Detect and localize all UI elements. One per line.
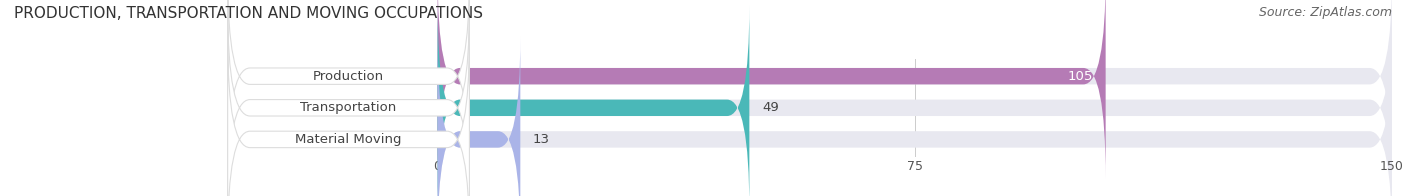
FancyBboxPatch shape [437,0,1392,179]
FancyBboxPatch shape [437,5,1392,196]
FancyBboxPatch shape [437,5,749,196]
Text: Material Moving: Material Moving [295,133,402,146]
FancyBboxPatch shape [437,0,1105,179]
FancyBboxPatch shape [437,37,1392,196]
Text: 105: 105 [1067,70,1092,83]
Text: PRODUCTION, TRANSPORTATION AND MOVING OCCUPATIONS: PRODUCTION, TRANSPORTATION AND MOVING OC… [14,6,484,21]
FancyBboxPatch shape [228,5,470,196]
Text: Production: Production [314,70,384,83]
Text: 13: 13 [533,133,550,146]
Text: Source: ZipAtlas.com: Source: ZipAtlas.com [1258,6,1392,19]
FancyBboxPatch shape [228,37,470,196]
FancyBboxPatch shape [437,37,520,196]
Text: 49: 49 [762,101,779,114]
Text: Transportation: Transportation [301,101,396,114]
FancyBboxPatch shape [228,0,470,179]
